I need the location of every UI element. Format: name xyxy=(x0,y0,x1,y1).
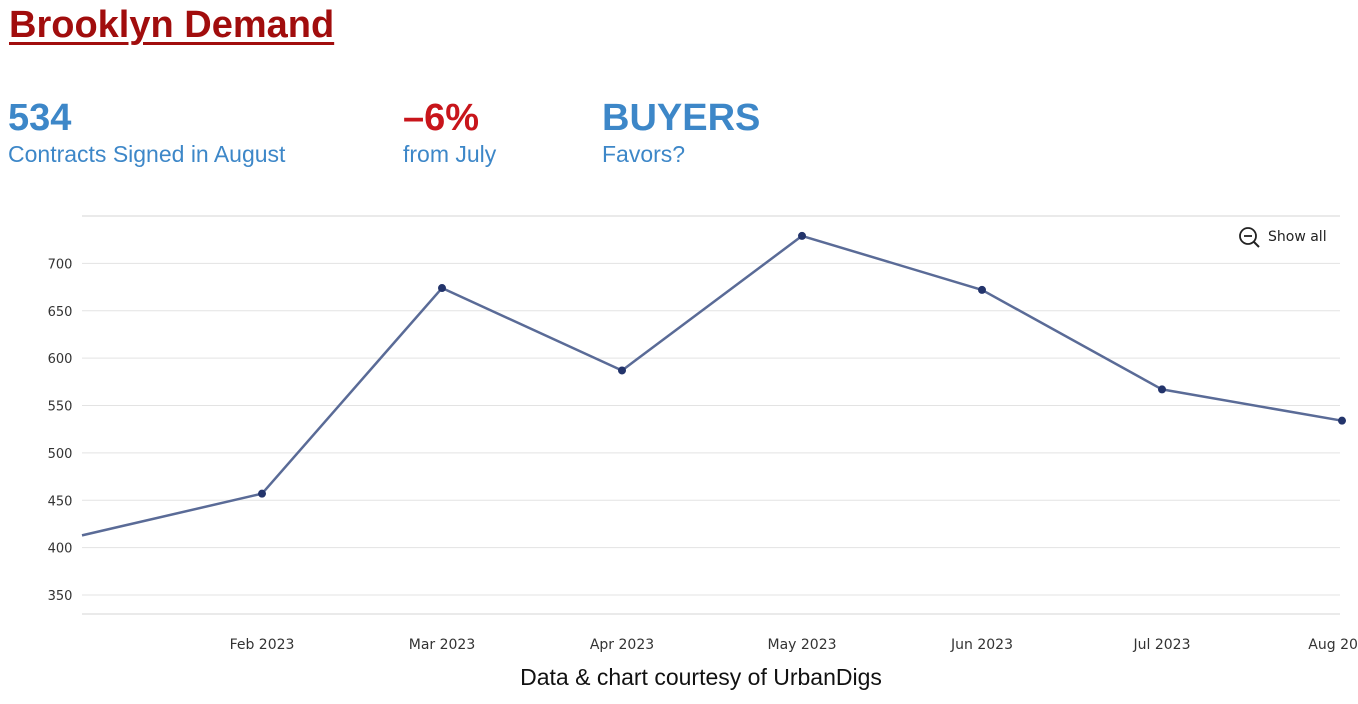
y-tick-label: 700 xyxy=(48,257,73,272)
page-title: Brooklyn Demand xyxy=(9,4,335,46)
market-favor-value: BUYERS xyxy=(602,97,761,139)
x-tick-label: Jul 2023 xyxy=(1133,637,1191,653)
x-tick-label: Mar 2023 xyxy=(409,637,476,653)
chart-series xyxy=(81,231,1346,537)
data-point[interactable] xyxy=(618,366,626,375)
show-all-button[interactable]: Show all xyxy=(1239,227,1327,248)
contracts-value: 534 xyxy=(8,97,72,139)
y-tick-label: 550 xyxy=(48,400,73,415)
data-point[interactable] xyxy=(1158,385,1166,394)
change-value: –6% xyxy=(403,97,480,139)
data-point[interactable] xyxy=(1338,416,1346,425)
y-tick-label: 400 xyxy=(48,542,73,557)
y-tick-label: 600 xyxy=(48,352,73,367)
data-point[interactable] xyxy=(438,284,446,293)
chart-grid xyxy=(82,215,1340,615)
y-axis: 350 400 450 500 550 600 650 700 xyxy=(48,257,73,604)
x-axis: Feb 2023 Mar 2023 Apr 2023 May 2023 Jun 2023… xyxy=(230,637,1358,653)
change-stat: –6% from July xyxy=(403,96,496,168)
data-point[interactable] xyxy=(978,285,986,294)
market-favor-stat: BUYERS Favors? xyxy=(602,96,760,168)
x-tick-label: May 2023 xyxy=(767,637,836,653)
y-tick-label: 450 xyxy=(48,494,73,509)
y-tick-label: 650 xyxy=(48,305,73,320)
x-tick-label: Jun 2023 xyxy=(950,637,1013,653)
show-all-label: Show all xyxy=(1268,229,1327,245)
x-tick-label: Apr 2023 xyxy=(590,637,654,653)
contracts-line-chart: 350 400 450 500 550 600 650 700 Feb 2023 Mar 202… xyxy=(48,215,1358,653)
change-label: from July xyxy=(403,141,497,167)
data-point[interactable] xyxy=(798,231,806,240)
x-tick-label: Feb 2023 xyxy=(230,637,295,653)
data-point[interactable] xyxy=(258,489,266,498)
y-tick-label: 500 xyxy=(48,447,73,462)
contracts-label: Contracts Signed in August xyxy=(8,141,286,167)
chart-credit: Data & chart courtesy of UrbanDigs xyxy=(520,664,882,690)
x-tick-label: Aug 2023 xyxy=(1308,637,1358,653)
y-tick-label: 350 xyxy=(48,589,73,604)
series-line xyxy=(81,234,1343,537)
market-favor-label: Favors? xyxy=(602,141,686,167)
zoom-out-icon xyxy=(1239,227,1260,248)
contracts-stat: 534 Contracts Signed in August xyxy=(8,96,285,168)
